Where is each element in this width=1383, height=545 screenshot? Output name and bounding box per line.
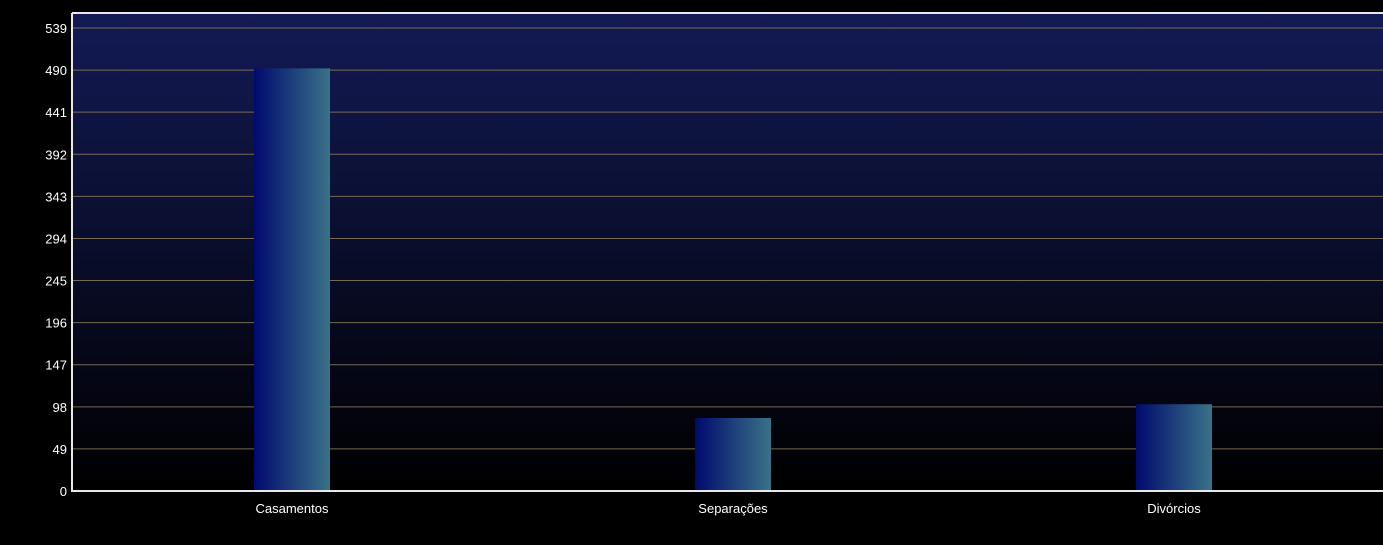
y-axis-ticks: 0 49 98 147 196 245 294 343 392 441 490 539 bbox=[45, 21, 67, 499]
y-tick-label: 147 bbox=[45, 358, 67, 373]
bar-1 bbox=[254, 68, 330, 491]
x-tick-label: Divórcios bbox=[1147, 501, 1201, 516]
y-tick-label: 392 bbox=[45, 147, 67, 162]
bars bbox=[254, 68, 1212, 491]
bar-2 bbox=[695, 417, 771, 491]
y-tick-label: 343 bbox=[45, 189, 67, 204]
y-tick-label: 441 bbox=[45, 105, 67, 120]
y-tick-label: 196 bbox=[45, 316, 67, 331]
y-tick-label: 294 bbox=[45, 231, 67, 246]
x-axis-labels: Casamentos Separações Divórcios bbox=[256, 501, 1202, 516]
y-tick-label: 245 bbox=[45, 274, 67, 289]
x-tick-label: Separações bbox=[698, 501, 768, 516]
bar-3 bbox=[1136, 404, 1212, 491]
axes bbox=[71, 12, 1383, 492]
y-tick-label: 0 bbox=[60, 484, 67, 499]
y-tick-label: 490 bbox=[45, 63, 67, 78]
y-tick-label: 98 bbox=[53, 400, 67, 415]
y-tick-label: 49 bbox=[53, 442, 67, 457]
x-tick-label: Casamentos bbox=[256, 501, 329, 516]
y-tick-label: 539 bbox=[45, 21, 67, 36]
